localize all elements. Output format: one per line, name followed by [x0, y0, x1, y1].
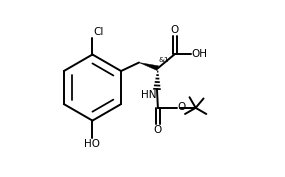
Polygon shape — [139, 62, 159, 71]
Text: Cl: Cl — [93, 27, 104, 37]
Text: HN: HN — [141, 90, 156, 101]
Text: HO: HO — [84, 139, 100, 149]
Text: O: O — [178, 102, 186, 112]
Text: &1: &1 — [159, 58, 170, 64]
Text: O: O — [154, 125, 162, 135]
Text: O: O — [171, 25, 179, 35]
Text: OH: OH — [192, 49, 208, 59]
